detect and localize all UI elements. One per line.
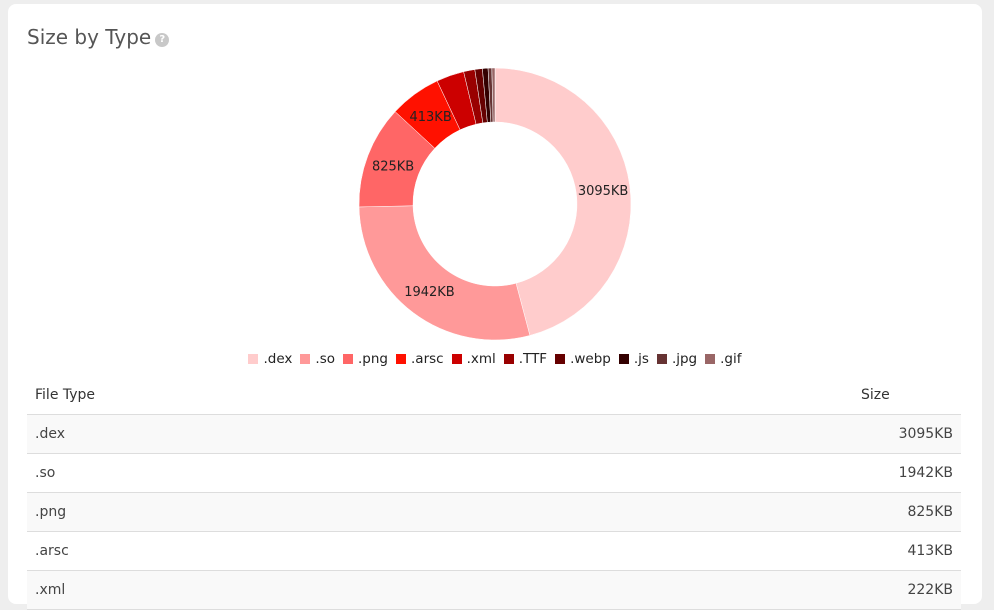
legend-swatch [451,354,462,364]
legend-swatch [300,354,311,364]
data-label: 1942KB [404,285,455,300]
legend-label: .TTF [518,351,548,367]
legend-swatch [248,354,259,364]
size-by-type-card: Size by Type? 3095KB 1942KB 825KB 413KB .de… [8,4,982,610]
slice-dex[interactable] [494,67,632,336]
legend-label: .dex [263,351,293,367]
size-cell: 222KB [853,570,961,610]
legend-item[interactable]: .js [618,351,649,367]
slice-gif[interactable] [491,67,496,123]
file-type-table: File Type Size .dex 3095KB .so 1942KB .png 82… [27,375,961,610]
file-type-cell: .so [27,453,853,493]
size-cell: 413KB [853,531,961,571]
legend-item[interactable]: .xml [451,351,496,367]
card-title: Size by Type? [27,25,170,49]
legend-item[interactable]: .png [343,351,388,367]
size-cell: 825KB [853,492,961,532]
file-type-cell: .xml [27,570,853,610]
legend-label: .so [315,351,335,367]
legend-item[interactable]: .arsc [396,351,444,367]
legend-label: .jpg [671,351,698,367]
table-row[interactable]: .dex 3095KB [27,414,961,454]
legend-label: .js [633,351,649,367]
table-row[interactable]: .png 825KB [27,492,961,532]
data-label: 413KB [409,110,451,125]
table-row[interactable]: .so 1942KB [27,453,961,493]
legend-swatch [396,354,406,364]
legend-item[interactable]: .dex [248,351,292,367]
legend-label: .arsc [411,351,444,367]
table-header-row: File Type Size [27,375,961,415]
legend-item[interactable]: .so [300,351,335,367]
legend-swatch [705,354,716,364]
legend-swatch [656,354,667,364]
legend-item[interactable]: .TTF [503,351,548,367]
legend-item[interactable]: .webp [555,351,611,367]
size-cell: 1942KB [853,453,961,493]
legend-item[interactable]: .gif [705,351,742,367]
header-size[interactable]: Size [853,375,961,415]
file-type-cell: .arsc [27,531,853,571]
donut-chart: 3095KB 1942KB 825KB 413KB [358,67,632,341]
chart-legend: .dex .so .png .arsc .xml .TTF .webp .js .jpg .gif [8,351,982,367]
size-cell: 3095KB [853,414,961,454]
legend-label: .xml [466,351,496,367]
file-type-cell: .png [27,492,853,532]
legend-item[interactable]: .jpg [656,351,698,367]
header-file-type[interactable]: File Type [27,375,853,415]
file-type-cell: .dex [27,414,853,454]
legend-label: .png [358,351,388,367]
legend-swatch [555,354,566,364]
legend-label: .webp [570,351,611,367]
legend-label: .gif [720,351,742,367]
legend-swatch [503,354,514,364]
data-label: 3095KB [578,184,629,199]
table-row[interactable]: .arsc 413KB [27,531,961,571]
table-row[interactable]: .xml 222KB [27,570,961,610]
legend-swatch [618,354,629,364]
legend-swatch [343,354,353,364]
question-circle-icon[interactable]: ? [155,33,170,47]
slice-so[interactable] [358,205,531,341]
data-label: 825KB [372,159,414,174]
